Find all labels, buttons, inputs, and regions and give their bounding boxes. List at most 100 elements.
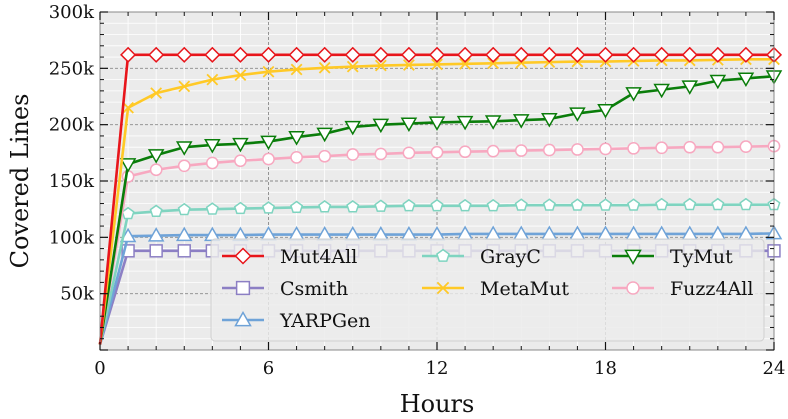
data-point — [711, 140, 725, 154]
data-point — [346, 148, 360, 161]
data-point — [316, 46, 333, 63]
data-point — [316, 127, 333, 143]
data-point-stroke — [122, 101, 134, 114]
data-point — [597, 46, 614, 63]
data-point — [288, 46, 305, 63]
data-point-stroke — [150, 87, 163, 100]
legend-label: Csmith — [280, 278, 348, 300]
data-point — [484, 115, 502, 130]
data-point — [681, 46, 698, 63]
data-point — [512, 114, 530, 129]
data-point — [400, 117, 418, 133]
legend-item-grayc: GrayC — [422, 246, 541, 268]
data-point — [176, 46, 193, 63]
data-point — [318, 149, 332, 163]
data-point — [683, 140, 697, 154]
data-point — [456, 115, 474, 131]
data-point — [119, 158, 137, 173]
y-tick-label: 250k — [49, 58, 95, 79]
data-point-stroke — [234, 69, 247, 81]
data-point — [372, 46, 389, 63]
data-point — [204, 46, 221, 63]
legend-label: MetaMut — [480, 278, 569, 300]
data-point — [346, 60, 359, 73]
data-point — [402, 198, 416, 212]
data-point — [234, 69, 247, 81]
data-point-stroke — [206, 73, 219, 86]
data-point — [374, 147, 388, 161]
data-point — [430, 145, 444, 159]
data-point — [487, 57, 500, 70]
data-point — [205, 156, 219, 170]
data-point — [262, 65, 275, 78]
x-axis-title: Hours — [400, 390, 475, 418]
data-point — [177, 202, 191, 216]
data-point — [147, 149, 165, 164]
data-point-stroke — [178, 80, 191, 93]
legend-item-mut4all: Mut4All — [222, 246, 357, 268]
data-point — [204, 138, 221, 154]
legend-box — [210, 238, 765, 342]
data-point — [290, 200, 304, 214]
data-point — [372, 118, 390, 134]
data-point — [431, 58, 443, 71]
legend-marker — [626, 281, 640, 295]
data-point — [625, 46, 642, 63]
data-point — [599, 142, 612, 156]
data-point — [737, 46, 754, 63]
data-point — [262, 152, 275, 166]
data-point — [205, 202, 219, 215]
data-point-stroke — [262, 65, 275, 78]
data-point — [739, 140, 753, 153]
x-tick-label: 12 — [426, 358, 449, 379]
legend-marker — [235, 280, 251, 296]
legend-label: YARPGen — [279, 310, 371, 332]
data-point — [290, 150, 303, 164]
legend-marker — [234, 310, 252, 327]
legend-marker — [436, 281, 450, 295]
data-point — [177, 159, 191, 173]
data-point — [234, 154, 247, 168]
data-point — [318, 200, 332, 213]
data-point — [655, 197, 669, 211]
data-point — [569, 46, 586, 63]
data-point — [598, 198, 613, 211]
legend-label: GrayC — [480, 246, 541, 268]
data-point — [290, 63, 303, 76]
data-point — [428, 46, 446, 63]
legend-item-tymut: TyMut — [612, 246, 733, 268]
y-tick-label: 300k — [49, 2, 95, 23]
data-point — [149, 204, 163, 217]
legend-label: Fuzz4All — [670, 278, 753, 300]
data-point — [485, 46, 502, 63]
data-point — [709, 46, 726, 63]
data-point — [150, 87, 163, 100]
data-point — [597, 104, 614, 119]
data-point — [403, 59, 415, 71]
data-point — [683, 197, 697, 211]
x-tick-label: 6 — [263, 358, 274, 379]
data-point — [233, 201, 247, 215]
legend-marker — [624, 249, 642, 266]
data-point — [400, 46, 417, 63]
data-point — [571, 143, 584, 156]
data-point — [458, 145, 472, 159]
data-point — [374, 199, 388, 212]
data-point — [232, 46, 249, 63]
data-point — [653, 83, 670, 99]
data-point — [570, 198, 584, 211]
axis-ticks — [99, 11, 775, 351]
data-point — [206, 73, 219, 86]
data-point — [681, 80, 699, 95]
data-point — [121, 244, 135, 258]
data-point — [178, 80, 191, 93]
data-point — [457, 46, 474, 63]
data-point-stroke — [374, 59, 387, 72]
data-point — [260, 135, 277, 151]
data-point — [541, 46, 558, 63]
data-point-stroke — [487, 57, 500, 70]
y-tick-label: 200k — [49, 115, 95, 136]
data-point — [709, 74, 727, 90]
data-point — [486, 144, 500, 158]
